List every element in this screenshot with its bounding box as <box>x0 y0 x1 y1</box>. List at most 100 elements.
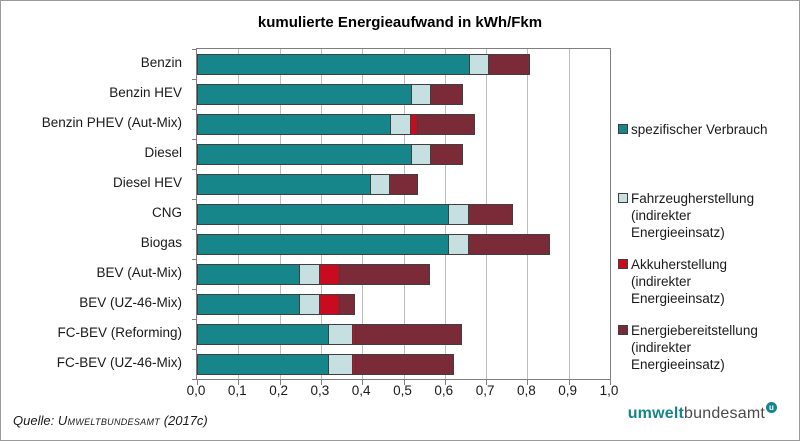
bar-segment <box>338 293 356 315</box>
bar-row <box>197 83 464 105</box>
x-axis-tick <box>527 380 529 385</box>
legend-swatch <box>618 193 628 203</box>
bar-segment <box>447 203 469 225</box>
bar-segment <box>430 143 464 165</box>
legend-label: Fahrzeugherstellung (indirekter Energiee… <box>631 191 755 240</box>
y-axis-tick <box>192 49 196 50</box>
legend-item: Akkuherstellung (indirekter Energieeinsa… <box>618 256 783 307</box>
x-tick-label: 1,0 <box>599 383 619 398</box>
bar-segment <box>197 203 449 225</box>
bar-segment <box>197 173 371 195</box>
x-tick-label: 0,3 <box>310 383 330 398</box>
bar-segment <box>197 113 392 135</box>
bar-segment <box>318 263 340 285</box>
bar-row <box>197 53 530 75</box>
x-tick-label: 0,2 <box>269 383 288 398</box>
x-axis-tick <box>362 380 364 385</box>
source-suffix: (2017c) <box>163 413 208 428</box>
x-tick-label: 0,8 <box>517 383 536 398</box>
y-axis-tick <box>192 139 196 140</box>
y-axis-tick <box>192 349 196 350</box>
legend: spezifischer Verbrauch Fahrzeugherstellun… <box>618 1 796 378</box>
legend-item: Fahrzeugherstellung (indirekter Energiee… <box>618 190 783 241</box>
legend-label: Energiebereitstellung (indirekter Energi… <box>631 323 758 372</box>
bar-segment <box>328 353 353 375</box>
y-axis-tick <box>192 109 196 110</box>
category-label: Benzin PHEV (Aut-Mix) <box>41 115 182 130</box>
plot-area <box>192 48 611 385</box>
logo-badge-icon: u <box>766 402 777 413</box>
x-axis-tick <box>238 380 240 385</box>
bar-segment <box>197 263 301 285</box>
legend-swatch <box>618 259 628 269</box>
bar-segment <box>488 53 530 75</box>
bar-segment <box>355 353 455 375</box>
bar-segment <box>467 233 551 255</box>
y-axis-tick <box>192 259 196 260</box>
y-axis-tick <box>192 229 196 230</box>
x-tick-label: 0,4 <box>351 383 371 398</box>
bar-row <box>197 263 430 285</box>
bar-row <box>197 113 475 135</box>
y-axis-tick <box>192 79 196 80</box>
x-tick-label: 0,5 <box>393 383 412 398</box>
bar-segment <box>197 233 449 255</box>
x-axis-tick <box>486 380 488 385</box>
logo-text-bundesamt: bundesamt <box>684 405 765 422</box>
x-axis-tick <box>568 380 570 385</box>
bar-segment <box>299 293 320 315</box>
bar-row <box>197 323 463 345</box>
y-axis-tick <box>192 169 196 170</box>
source-note: Quelle: Umweltbundesamt (2017c) <box>13 413 208 428</box>
category-label: BEV (UZ-46-Mix) <box>79 295 182 310</box>
legend-item: spezifischer Verbrauch <box>618 121 783 138</box>
bar-segment <box>197 83 412 105</box>
bar-segment <box>468 53 490 75</box>
bar-segment <box>197 353 330 375</box>
bar-segment <box>197 53 470 75</box>
category-label: CNG <box>152 205 182 220</box>
bar-segment <box>389 173 419 195</box>
category-label: FC-BEV (UZ-46-Mix) <box>56 355 182 370</box>
bar-segment <box>417 113 475 135</box>
category-label: Benzin <box>140 55 182 70</box>
bar-segment <box>338 263 430 285</box>
y-axis-tick <box>192 319 196 320</box>
category-axis: Benzin Benzin HEV Benzin PHEV (Aut-Mix) Die… <box>1 48 189 378</box>
gridline <box>527 49 529 379</box>
x-tick-label: 0,7 <box>475 383 495 398</box>
bar-row <box>197 293 356 315</box>
bar-segment <box>197 293 301 315</box>
category-label: FC-BEV (Reforming) <box>57 325 182 340</box>
bar-row <box>197 173 419 195</box>
legend-label: spezifischer Verbrauch <box>631 122 768 137</box>
category-label: Biogas <box>140 235 182 250</box>
x-axis-tick <box>610 380 611 385</box>
bar-row <box>197 143 464 165</box>
bar-segment <box>328 323 353 345</box>
chart-title: kumulierte Energieaufwand in kWh/Fkm <box>257 14 543 31</box>
bar-segment <box>467 203 513 225</box>
category-label: Diesel HEV <box>112 175 182 190</box>
bar-segment <box>197 143 412 165</box>
gridline <box>568 49 570 379</box>
legend-label: Akkuherstellung (indirekter Energieeinsa… <box>631 257 728 306</box>
category-label: Diesel <box>144 145 182 160</box>
bar-segment <box>299 263 320 285</box>
bar-segment <box>369 173 391 195</box>
bar-segment <box>410 143 432 165</box>
x-axis-tick <box>320 380 322 385</box>
x-tick-label: 0,1 <box>227 383 247 398</box>
x-tick-label: 0,6 <box>434 383 454 398</box>
category-label: Benzin HEV <box>109 85 182 100</box>
bar-row <box>197 353 455 375</box>
x-tick-label: 0,0 <box>186 383 206 398</box>
category-label: BEV (Aut-Mix) <box>96 265 182 280</box>
umweltbundesamt-logo: umweltbundesamt u <box>628 402 777 423</box>
bar-segment <box>430 83 464 105</box>
bar-row <box>197 233 551 255</box>
x-axis-tick <box>279 380 281 385</box>
y-axis-tick <box>192 289 196 290</box>
bar-segment <box>318 293 340 315</box>
